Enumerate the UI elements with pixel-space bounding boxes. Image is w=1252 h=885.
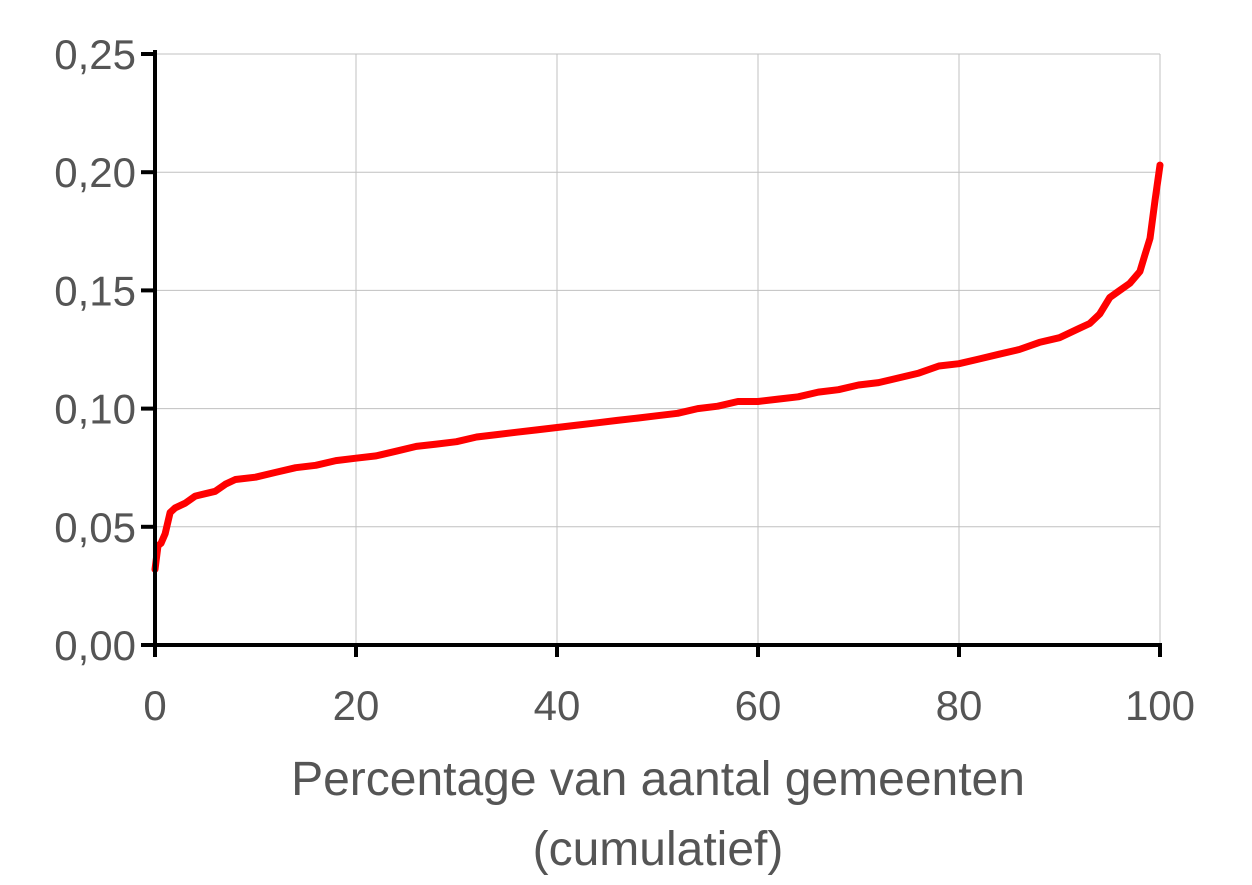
y-tick-label-3: 0,15	[54, 267, 136, 314]
x-tick-label-5: 100	[1125, 682, 1195, 729]
x-tick-label-0: 0	[143, 682, 166, 729]
x-tick-label-4: 80	[936, 682, 983, 729]
x-axis-title-line2: (cumulatief)	[533, 823, 784, 876]
y-tick-label-0: 0,00	[54, 622, 136, 669]
grid	[155, 53, 1161, 645]
y-tick-label-5: 0,25	[54, 31, 136, 78]
x-tick-label-2: 40	[534, 682, 581, 729]
x-axis-title: Percentage van aantal gemeenten	[291, 753, 1025, 806]
x-tick-label-3: 60	[735, 682, 782, 729]
series-line	[151, 161, 1164, 573]
y-tick-label-2: 0,10	[54, 386, 136, 433]
y-tick-label-4: 0,20	[54, 149, 136, 196]
x-tick-label-1: 20	[333, 682, 380, 729]
tick-labels: 0,00 0,05 0,10 0,15 0,20 0,25 0 20 40 60 80 100	[54, 31, 1195, 729]
axes	[141, 50, 1162, 657]
series-layer	[151, 161, 1164, 573]
y-tick-label-1: 0,05	[54, 504, 136, 551]
